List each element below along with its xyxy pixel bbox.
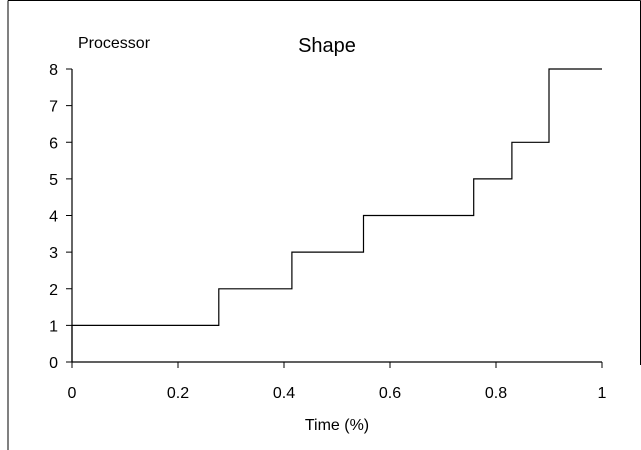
step-series-line xyxy=(71,68,602,362)
y-tick-label: 5 xyxy=(49,172,58,189)
y-tick-label: 8 xyxy=(49,62,58,79)
y-tick-label: 0 xyxy=(49,355,58,372)
y-tick-label: 2 xyxy=(49,282,58,299)
y-axis-label: Processor xyxy=(78,35,151,52)
y-tick-label: 3 xyxy=(49,245,58,262)
chart-title: Shape xyxy=(298,35,356,57)
y-axis-ticks: 0 1 2 3 4 5 6 7 8 xyxy=(49,62,72,372)
x-axis-ticks: 0 0.2 0.4 0.6 0.8 1 xyxy=(68,362,607,402)
x-tick-label: 0.6 xyxy=(379,385,401,402)
x-tick-label: 1 xyxy=(598,385,607,402)
y-tick-label: 6 xyxy=(49,135,58,152)
axes xyxy=(71,69,602,363)
plot-area xyxy=(71,68,602,362)
y-tick-label: 1 xyxy=(49,318,58,335)
x-tick-label: 0.4 xyxy=(273,385,295,402)
x-tick-label: 0.2 xyxy=(167,385,189,402)
y-tick-label: 4 xyxy=(49,209,58,226)
x-tick-label: 0 xyxy=(68,385,77,402)
x-tick-label: 0.8 xyxy=(485,385,507,402)
x-axis-label: Time (%) xyxy=(305,417,369,434)
y-tick-label: 7 xyxy=(49,99,58,116)
